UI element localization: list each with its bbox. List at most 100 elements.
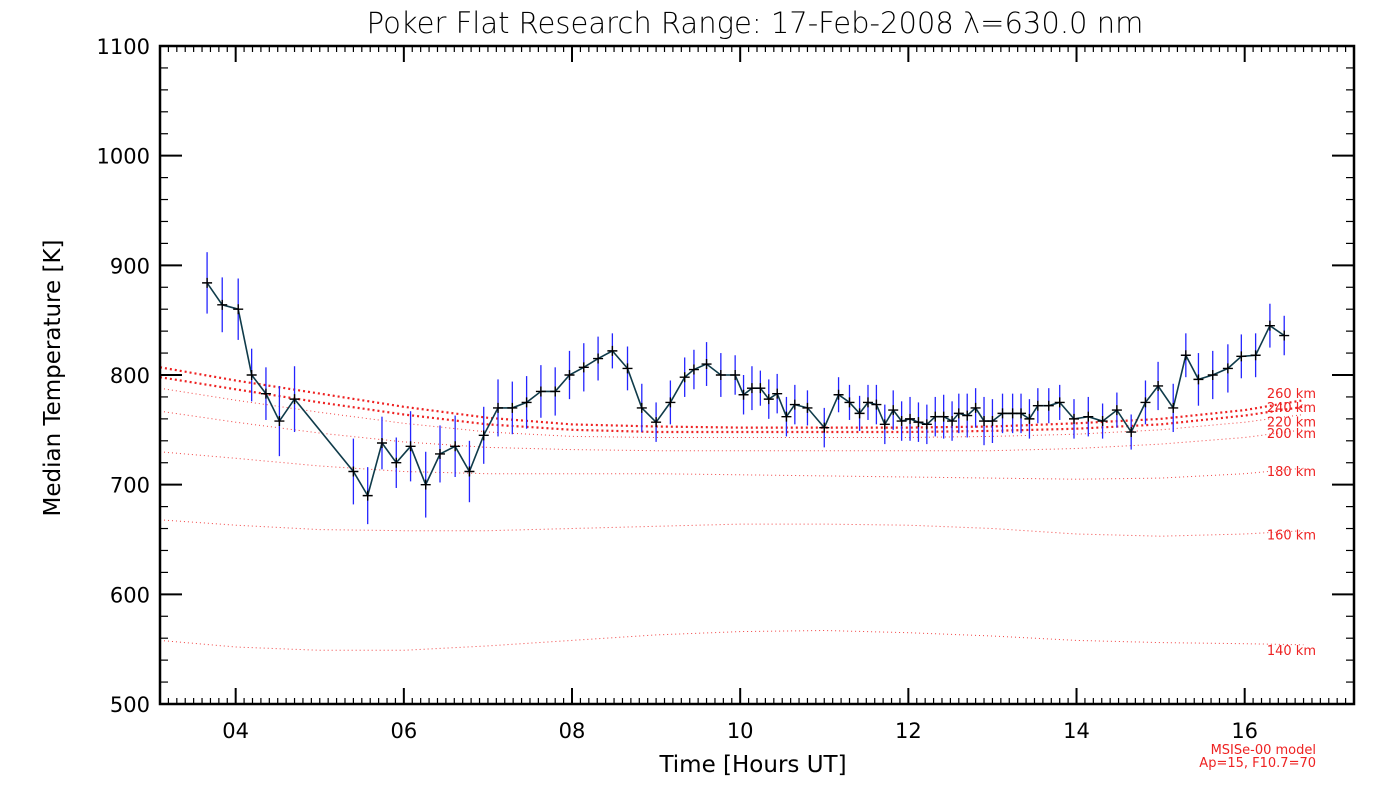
data-point	[772, 388, 783, 399]
x-tick-label: 06	[390, 719, 417, 743]
data-point	[730, 370, 741, 380]
model-note-line-2: Ap=15, F10.7=70	[1199, 756, 1316, 771]
data-point	[550, 386, 561, 397]
data-point	[1016, 408, 1027, 419]
model-curve	[159, 519, 1304, 537]
data-point	[289, 394, 300, 405]
temperature-series	[202, 252, 1290, 525]
y-tick-label: 800	[110, 364, 150, 388]
model-curve-label: 220 km	[1267, 415, 1316, 430]
data-point	[478, 430, 489, 441]
data-point	[362, 490, 373, 501]
data-point	[871, 399, 882, 410]
data-point	[246, 370, 257, 380]
data-point	[665, 397, 676, 408]
data-point	[953, 408, 964, 419]
data-point	[1032, 400, 1043, 411]
data-point	[913, 417, 924, 428]
x-tick-label: 08	[559, 719, 586, 743]
model-curve-label: 260 km	[1267, 387, 1316, 402]
model-curve-label: 200 km	[1267, 427, 1316, 442]
data-point	[405, 441, 416, 452]
chart-title: Poker Flat Research Range: 17-Feb-2008 λ…	[367, 6, 1144, 40]
data-point	[1007, 408, 1018, 419]
data-point	[202, 277, 213, 288]
data-point	[879, 419, 890, 430]
data-point	[493, 402, 504, 413]
data-point	[274, 416, 285, 427]
data-point	[755, 383, 766, 394]
data-point	[535, 386, 546, 397]
data-point	[947, 416, 958, 427]
data-point	[1043, 400, 1054, 411]
data-point	[833, 389, 844, 400]
data-point	[1193, 374, 1204, 385]
data-point	[578, 362, 589, 373]
data-point	[1236, 351, 1247, 362]
y-tick-label: 1000	[97, 145, 150, 169]
data-point	[970, 402, 981, 413]
data-point	[420, 479, 431, 490]
data-point	[1207, 370, 1218, 380]
data-point	[1250, 350, 1261, 361]
data-point	[1097, 416, 1108, 427]
data-point	[819, 422, 830, 433]
model-curve	[159, 376, 1304, 434]
data-point	[507, 402, 518, 413]
data-point	[688, 364, 699, 375]
data-point	[844, 397, 855, 408]
data-point	[854, 408, 865, 419]
data-point	[921, 419, 932, 430]
model-curve	[159, 629, 1304, 651]
data-point	[905, 413, 916, 424]
data-point	[217, 299, 228, 310]
data-point	[789, 399, 800, 410]
data-point	[888, 405, 899, 416]
data-point	[464, 466, 475, 477]
data-point	[1126, 427, 1137, 438]
data-point	[1054, 397, 1065, 408]
model-curve	[159, 366, 1304, 429]
y-axis-label: Median Temperature [K]	[40, 240, 66, 517]
data-point	[862, 397, 873, 408]
axes: 04 06 08 10 12 14 16 500 600 700 800 900 1000 1100	[97, 35, 1355, 743]
model-curve-label: 180 km	[1267, 465, 1316, 480]
data-point	[987, 416, 998, 427]
data-point	[1180, 350, 1191, 361]
y-tick-label: 600	[110, 583, 150, 607]
data-point	[781, 411, 792, 422]
data-point	[715, 370, 726, 380]
data-point	[802, 402, 813, 413]
data-point	[435, 448, 446, 459]
model-note-line-1: MSISe-00 model	[1211, 743, 1316, 758]
y-tick-label: 900	[110, 254, 150, 278]
data-point	[1279, 330, 1290, 341]
model-curve	[159, 451, 1304, 480]
data-point	[1024, 413, 1035, 424]
data-point	[607, 345, 618, 356]
data-point	[930, 411, 941, 422]
data-point	[348, 466, 359, 477]
data-point	[564, 370, 575, 380]
model-curve-label: 160 km	[1267, 529, 1316, 544]
x-tick-label: 10	[727, 719, 754, 743]
y-tick-label: 500	[110, 693, 150, 717]
data-point	[738, 389, 749, 400]
data-point	[636, 402, 647, 413]
x-tick-label: 04	[222, 719, 249, 743]
data-point	[1222, 363, 1233, 374]
x-tick-label: 14	[1063, 719, 1090, 743]
data-point	[593, 353, 604, 364]
data-point	[746, 383, 757, 394]
y-tick-label: 1100	[97, 35, 150, 59]
data-point	[962, 410, 973, 421]
x-tick-label: 12	[895, 719, 922, 743]
data-point	[450, 441, 461, 452]
model-curve-label: 140 km	[1267, 644, 1316, 659]
x-axis-label: Time [Hours UT]	[658, 752, 846, 778]
data-point	[1111, 405, 1122, 416]
data-point	[622, 363, 633, 374]
data-point	[997, 408, 1008, 419]
